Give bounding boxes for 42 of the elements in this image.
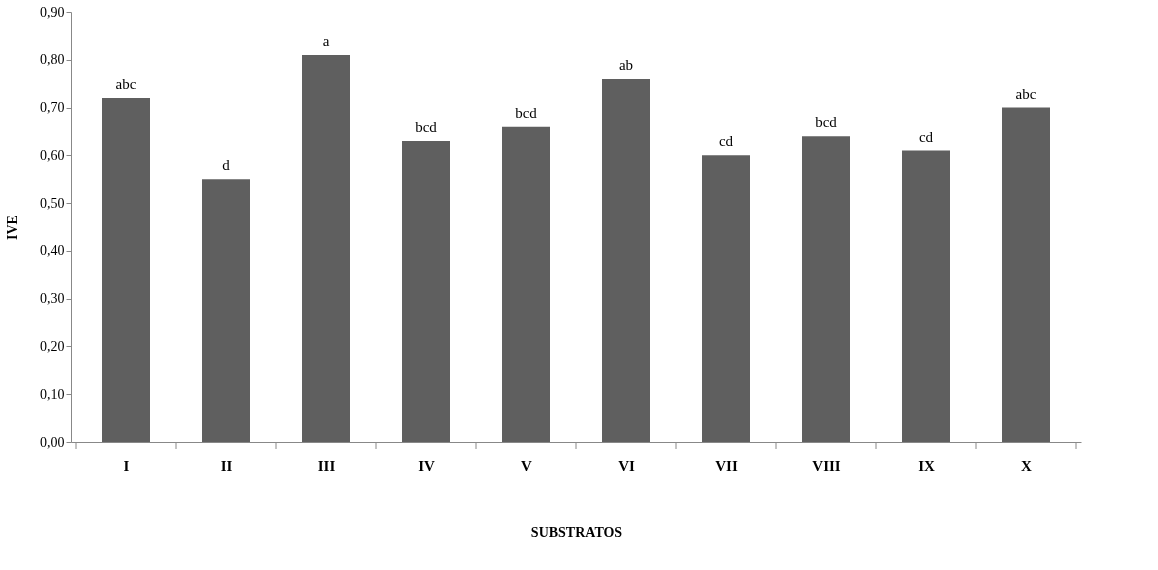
annotation: bcd bbox=[515, 104, 538, 121]
y-tick-label: 0,60 bbox=[40, 147, 65, 163]
annotation: bcd bbox=[815, 114, 838, 131]
bar bbox=[402, 141, 450, 442]
y-tick-label: 0,20 bbox=[40, 338, 65, 354]
bar bbox=[202, 179, 250, 442]
x-tick-label: IX bbox=[918, 457, 935, 474]
annotation: d bbox=[222, 157, 231, 174]
x-axis-title: SUBSTRATOS bbox=[530, 524, 623, 540]
annotation: cd bbox=[918, 128, 934, 145]
y-tick-label: 0,00 bbox=[40, 434, 65, 450]
y-tick-label: 0,70 bbox=[40, 100, 65, 116]
bar bbox=[502, 126, 550, 442]
annotation: abc bbox=[1015, 85, 1037, 102]
x-tick-label: X bbox=[1021, 457, 1033, 474]
x-tick-label: IV bbox=[418, 457, 435, 474]
y-tick-label: 0,50 bbox=[40, 195, 65, 211]
annotation: bcd bbox=[415, 119, 438, 135]
y-tick-label: 0,40 bbox=[40, 243, 65, 259]
y-tick-label: 0,10 bbox=[40, 386, 65, 402]
annotation: abc bbox=[115, 76, 137, 92]
x-tick-label: I bbox=[123, 457, 130, 474]
annotation: cd bbox=[718, 133, 734, 150]
y-tick-label: 0,90 bbox=[40, 4, 65, 20]
y-tick-label: 0,30 bbox=[40, 291, 65, 307]
x-tick-label: III bbox=[317, 457, 336, 474]
bar bbox=[1002, 107, 1050, 442]
x-tick-label: II bbox=[220, 457, 233, 474]
x-tick-label: VIII bbox=[812, 457, 841, 474]
y-axis-title: IVE bbox=[5, 215, 20, 240]
bar bbox=[602, 78, 650, 442]
bar bbox=[802, 136, 850, 442]
annotation: a bbox=[322, 33, 330, 49]
y-tick-label: 0,80 bbox=[40, 52, 65, 68]
bar bbox=[702, 155, 750, 442]
x-tick-label: V bbox=[521, 457, 533, 474]
bar bbox=[102, 98, 150, 442]
bar bbox=[302, 55, 350, 442]
x-tick-label: VI bbox=[618, 457, 635, 474]
bar bbox=[902, 150, 950, 442]
annotation: ab bbox=[618, 56, 634, 73]
x-tick-label: VII bbox=[715, 457, 738, 474]
